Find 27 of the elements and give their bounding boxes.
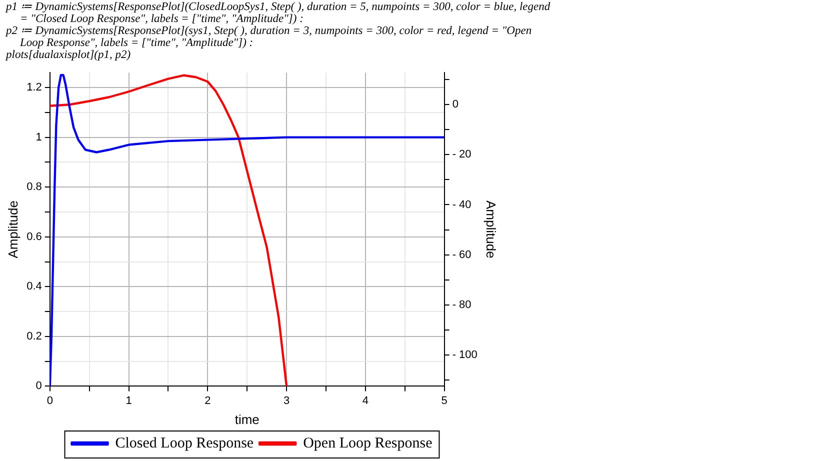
x-axis-title: time bbox=[234, 412, 260, 427]
text: plots[dualaxisplot](p1, p2) bbox=[6, 49, 132, 61]
y-tick-label: 0.8 bbox=[26, 181, 42, 194]
y2-tick-label: 0 bbox=[452, 98, 458, 111]
y-tick-label: 0.6 bbox=[26, 230, 42, 243]
x-tick-label: 1 bbox=[126, 394, 132, 407]
legend-label: Closed Loop Response bbox=[115, 435, 254, 452]
y2-tick-label: - 60 bbox=[452, 248, 472, 261]
y-axis-title: Amplitude bbox=[5, 200, 20, 258]
y-tick-label: 1 bbox=[36, 131, 42, 144]
y2-tick-label: - 40 bbox=[452, 198, 472, 211]
y-tick-label: 0 bbox=[36, 380, 42, 392]
text: p1 ≔ DynamicSystems[ResponsePlot](ClosedLoopSys1, Step( ), duration = 5, numpoints = 300, color = blue, legend = "Closed Loop Response", labels = ["time", "Amplitude"]) : bbox=[6, 1, 551, 25]
y2-tick-label: - 100 bbox=[452, 348, 478, 361]
legend-label: Open Loop Response bbox=[303, 435, 433, 452]
x-tick-label: 5 bbox=[441, 394, 448, 407]
y-tick-label: 0.4 bbox=[26, 280, 42, 293]
y2-tick-label: - 80 bbox=[452, 298, 472, 311]
x-tick-label: 0 bbox=[46, 394, 53, 407]
x-tick-label: 4 bbox=[362, 394, 369, 407]
x-tick-label: 3 bbox=[283, 394, 290, 407]
x-tick-label: 2 bbox=[204, 394, 211, 407]
y2-axis-title: Amplitude bbox=[484, 200, 499, 258]
y2-tick-label: - 20 bbox=[452, 148, 472, 161]
y-tick-label: 1.2 bbox=[26, 82, 42, 94]
text: p2 ≔ DynamicSystems[ResponsePlot](sys1, Step( ), duration = 3, numpoints = 300, color = red, legend = "Open Loop Response", labels = ["time", "Amplitude"]) : bbox=[6, 25, 533, 49]
y-tick-label: 0.2 bbox=[26, 330, 42, 342]
